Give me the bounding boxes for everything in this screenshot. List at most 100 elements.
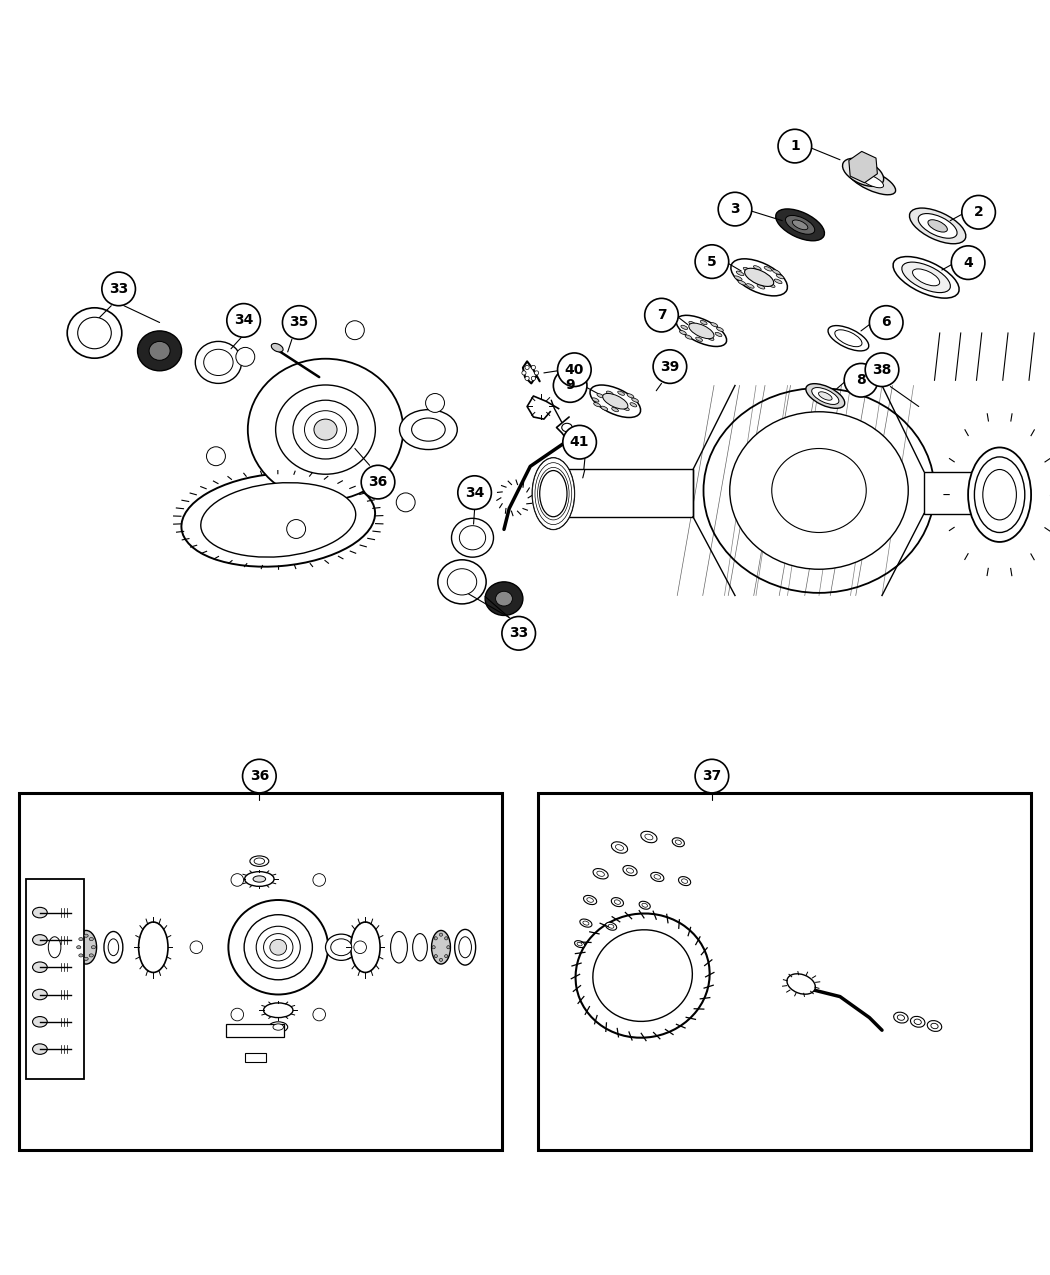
Ellipse shape (665, 354, 675, 362)
Ellipse shape (33, 935, 47, 945)
Ellipse shape (596, 871, 605, 876)
Ellipse shape (439, 959, 443, 961)
Circle shape (844, 363, 878, 397)
Ellipse shape (772, 449, 866, 533)
Ellipse shape (33, 989, 47, 1000)
Ellipse shape (264, 1003, 293, 1017)
Ellipse shape (651, 872, 664, 881)
Ellipse shape (195, 342, 242, 384)
Bar (538, 793, 1031, 1150)
Ellipse shape (623, 407, 629, 411)
Ellipse shape (607, 391, 613, 395)
Ellipse shape (614, 900, 621, 904)
Bar (567, 469, 693, 516)
Ellipse shape (538, 468, 569, 520)
Ellipse shape (583, 921, 589, 926)
Circle shape (354, 941, 366, 954)
Ellipse shape (773, 269, 780, 274)
Circle shape (458, 476, 491, 510)
Text: 36: 36 (369, 476, 387, 490)
Ellipse shape (707, 337, 714, 340)
Ellipse shape (608, 924, 614, 928)
Ellipse shape (612, 408, 618, 412)
Ellipse shape (229, 900, 328, 994)
Text: 6: 6 (881, 315, 891, 329)
Circle shape (282, 306, 316, 339)
Ellipse shape (532, 458, 574, 529)
Circle shape (190, 941, 203, 954)
Text: 33: 33 (509, 626, 528, 640)
Circle shape (718, 193, 752, 226)
Ellipse shape (455, 929, 476, 965)
Ellipse shape (77, 946, 81, 949)
Ellipse shape (275, 385, 376, 474)
Ellipse shape (676, 315, 727, 347)
Ellipse shape (253, 876, 266, 882)
Text: 39: 39 (660, 360, 679, 374)
Circle shape (778, 129, 812, 163)
Ellipse shape (632, 398, 638, 402)
Ellipse shape (326, 935, 357, 960)
Circle shape (396, 493, 415, 511)
Ellipse shape (715, 333, 722, 337)
Ellipse shape (776, 209, 824, 241)
Text: 1: 1 (790, 139, 800, 153)
Ellipse shape (776, 274, 784, 279)
Ellipse shape (439, 933, 443, 936)
Ellipse shape (459, 937, 471, 958)
Ellipse shape (704, 388, 934, 593)
Ellipse shape (33, 908, 47, 918)
Ellipse shape (149, 342, 170, 361)
Circle shape (345, 321, 364, 339)
Ellipse shape (485, 581, 523, 616)
Text: 37: 37 (702, 769, 721, 783)
Ellipse shape (444, 937, 447, 940)
Ellipse shape (894, 1012, 908, 1023)
Ellipse shape (78, 317, 111, 349)
Bar (26, 878, 84, 1079)
Ellipse shape (860, 173, 883, 187)
Ellipse shape (774, 279, 782, 283)
Circle shape (243, 760, 276, 793)
Text: 8: 8 (856, 374, 866, 388)
Text: 35: 35 (290, 315, 309, 329)
Ellipse shape (974, 456, 1025, 533)
Ellipse shape (685, 335, 692, 339)
Ellipse shape (391, 932, 407, 963)
Ellipse shape (736, 272, 744, 275)
Ellipse shape (438, 560, 486, 604)
Ellipse shape (531, 376, 536, 380)
Bar (226, 1024, 284, 1037)
Ellipse shape (847, 167, 896, 195)
Ellipse shape (413, 933, 427, 961)
Ellipse shape (525, 366, 529, 370)
Ellipse shape (786, 974, 816, 994)
Ellipse shape (640, 831, 657, 843)
Ellipse shape (968, 448, 1031, 542)
Ellipse shape (433, 946, 435, 949)
Ellipse shape (540, 470, 567, 516)
Circle shape (227, 303, 260, 337)
Circle shape (695, 760, 729, 793)
Text: 41: 41 (570, 435, 589, 449)
Ellipse shape (269, 1021, 288, 1033)
Ellipse shape (689, 321, 696, 325)
Circle shape (645, 298, 678, 332)
Ellipse shape (828, 325, 868, 351)
Circle shape (102, 272, 135, 306)
Circle shape (563, 426, 596, 459)
Circle shape (425, 394, 444, 412)
Text: 3: 3 (730, 203, 740, 215)
Circle shape (207, 446, 226, 465)
Ellipse shape (597, 394, 604, 398)
Ellipse shape (730, 412, 908, 569)
Ellipse shape (672, 838, 685, 847)
Ellipse shape (711, 323, 718, 326)
Ellipse shape (182, 473, 375, 566)
Text: 7: 7 (656, 309, 667, 323)
Circle shape (653, 349, 687, 384)
Ellipse shape (273, 1024, 284, 1030)
Ellipse shape (627, 394, 634, 398)
Ellipse shape (139, 922, 168, 973)
Ellipse shape (43, 928, 66, 966)
